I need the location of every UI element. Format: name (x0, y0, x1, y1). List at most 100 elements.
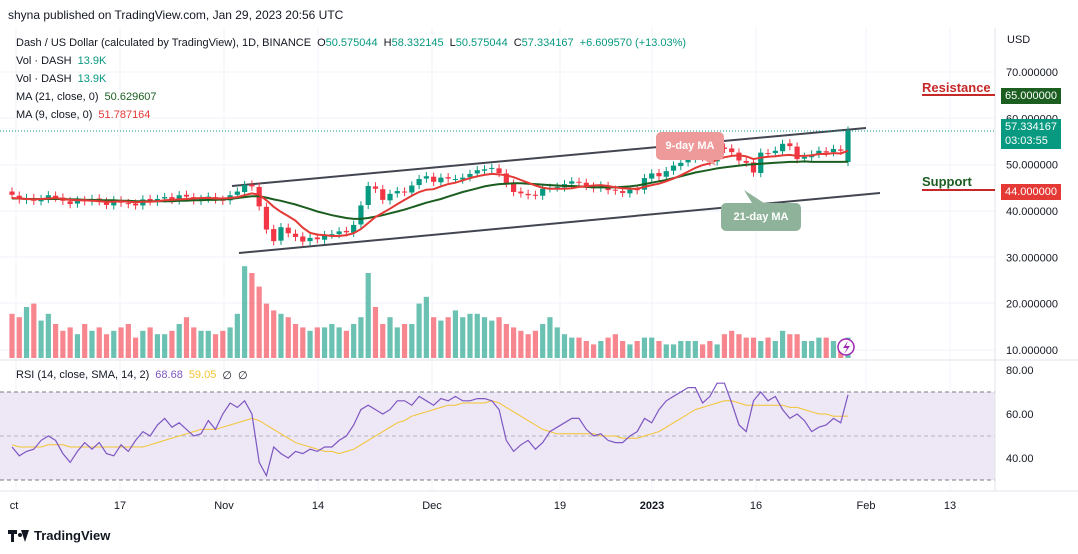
rsi-sma-value: 59.05 (188, 369, 217, 381)
volume-bar (16, 317, 22, 358)
ma9-callout: 9-day MA (656, 132, 724, 160)
volume-bar (401, 324, 408, 358)
support-annotation: Support (922, 174, 972, 189)
volume-bar (794, 334, 800, 358)
volume-bar (605, 337, 611, 358)
volume-bar (511, 327, 517, 358)
volume-bar (460, 317, 466, 358)
currency-label[interactable]: USD (1007, 34, 1031, 46)
vol-row-2[interactable]: Vol · DASH 13.9K (16, 70, 686, 88)
candle-body (721, 147, 728, 149)
candle-body (489, 167, 495, 169)
time-tick-label: Nov (214, 500, 234, 512)
candle-body (511, 183, 517, 193)
price-axis-ticks[interactable]: 70.00000060.00000050.00000040.00000030.0… (1006, 67, 1058, 357)
volume-bar (343, 330, 349, 358)
volume-bar (387, 317, 393, 358)
candle-body (292, 233, 299, 237)
volume-bar (540, 324, 546, 358)
channel-upper-trendline[interactable] (231, 127, 867, 187)
candle-body (111, 200, 117, 206)
event-flash-bolt (843, 341, 850, 354)
rsi-axis-ticks[interactable]: 80.00 60.00 40.00 (1006, 365, 1034, 465)
ma9-row[interactable]: MA (9, close, 0) 51.787164 (16, 106, 686, 124)
volume-bar (700, 344, 706, 358)
ma9-callout-pointer (700, 158, 716, 166)
candle-body (845, 130, 851, 162)
symbol-title[interactable]: Dash / US Dollar (calculated by TradingV… (16, 37, 312, 49)
volume-bar (89, 330, 95, 358)
candle-body (838, 149, 844, 151)
candle-body (176, 195, 182, 201)
candle-body (183, 194, 190, 197)
ma21-label: MA (21, close, 0) (16, 91, 99, 103)
volume-bar (801, 341, 807, 358)
volume-bar (663, 344, 669, 358)
candle-body (445, 177, 451, 179)
volume-bar (191, 327, 197, 358)
symbol-row: Dash / US Dollar (calculated by TradingV… (16, 34, 686, 52)
price-tick-label: 10.000000 (1006, 345, 1058, 357)
volume-bar (598, 341, 604, 358)
candle-body (125, 203, 131, 205)
volume-bar (285, 317, 291, 358)
ma21-row[interactable]: MA (21, close, 0) 50.629607 (16, 88, 686, 106)
volume-bar (590, 344, 597, 358)
candle-body (329, 234, 335, 236)
volume-bar (118, 327, 124, 358)
volume-bar (656, 341, 662, 358)
candle-body (278, 227, 284, 241)
volume-bar (409, 324, 415, 358)
volume-bar (256, 286, 262, 358)
candle-body (779, 143, 786, 152)
candle-body (271, 229, 277, 242)
candle-body (583, 182, 589, 186)
candle-body (147, 198, 153, 202)
tradingview-logo[interactable]: TradingView (8, 528, 110, 543)
time-tick-label: ct (10, 500, 19, 512)
candle-body (467, 173, 473, 178)
volume-bar (249, 273, 255, 358)
ohlc-change: +6.609570 (+13.03%) (579, 37, 687, 49)
price-tick-label: 50.000000 (1006, 160, 1058, 172)
volume-bar (140, 330, 146, 358)
ohlc-close-label: C (513, 37, 522, 49)
time-axis-ticks[interactable]: ct 17 Nov 14 Dec 19 2023 16 Feb 13 (10, 500, 956, 512)
candle-body (285, 227, 291, 234)
candle-body (9, 191, 15, 195)
price-tick-label: 40.000000 (1006, 206, 1058, 218)
candle-body (452, 179, 459, 181)
volume-bar (670, 344, 677, 358)
volume-bar (816, 337, 822, 358)
volume-bar (496, 317, 502, 358)
candle-body (416, 179, 422, 186)
rsi-value: 68.68 (155, 369, 183, 381)
ohlc-low: L50.575044 (450, 34, 508, 52)
candle-body (460, 177, 466, 180)
candle-body (772, 150, 778, 154)
volume-bar (263, 303, 270, 358)
candle-body (503, 173, 509, 184)
vol-row-1[interactable]: Vol · DASH 13.9K (16, 52, 686, 70)
rsi-sma-line (11, 400, 849, 455)
candle-body (401, 191, 408, 193)
candle-body (169, 197, 175, 200)
volume-bar (467, 313, 473, 358)
candle-body (830, 148, 837, 153)
volume-bar (445, 317, 451, 358)
candle-body (45, 195, 51, 199)
volume-bar (532, 330, 539, 358)
volume-bar (271, 310, 277, 358)
vol-label-2: Vol · DASH (16, 73, 72, 85)
volume-bar (82, 324, 88, 358)
volume-bar (627, 344, 633, 358)
volume-bar (779, 330, 786, 358)
volume-bar (103, 334, 110, 358)
volume-bar (329, 324, 335, 358)
volume-bar (394, 327, 400, 358)
volume-bar (765, 337, 771, 358)
ohlc-open-label: O (317, 37, 326, 49)
rsi-legend[interactable]: RSI (14, close, SMA, 14, 2) 68.68 59.05 … (16, 369, 248, 382)
rsi-null-1: ∅ (222, 370, 232, 382)
